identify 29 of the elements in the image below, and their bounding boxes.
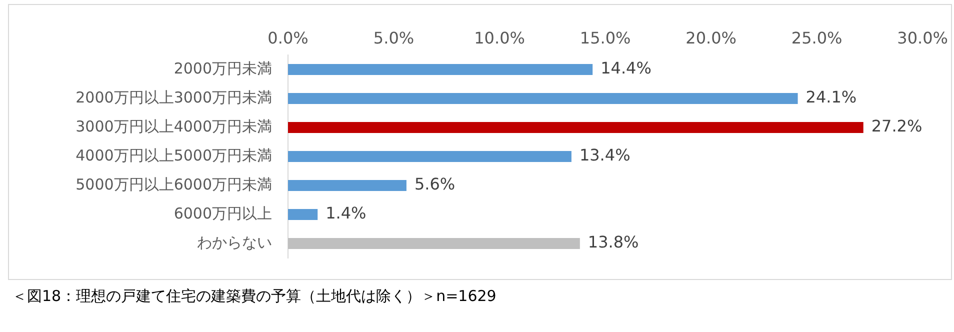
y-tick-label: 2000万円未満 bbox=[174, 59, 272, 78]
bar bbox=[288, 208, 318, 220]
x-tick-label: 5.0% bbox=[373, 28, 414, 48]
y-tick-label: 3000万円以上4000万円未満 bbox=[76, 117, 272, 136]
data-label: 5.6% bbox=[414, 174, 456, 194]
y-tick-label: 5000万円以上6000万円未満 bbox=[76, 175, 272, 194]
y-tick-label: 6000万円以上 bbox=[174, 204, 272, 222]
x-tick-label: 10.0% bbox=[474, 28, 525, 48]
data-label: 1.4% bbox=[326, 204, 366, 223]
data-label: 24.1% bbox=[806, 88, 857, 107]
text: ＜図18：理想の戸建て住宅の建築費の予算（土地代は除く）＞n=1629 bbox=[12, 287, 496, 306]
x-tick-label: 0.0% bbox=[268, 28, 308, 48]
x-tick-label: 25.0% bbox=[791, 28, 842, 48]
bar bbox=[288, 238, 580, 250]
data-label: 13.4% bbox=[579, 146, 630, 165]
bar bbox=[288, 92, 798, 104]
x-tick-label: 15.0% bbox=[580, 28, 631, 48]
data-label: 14.4% bbox=[600, 58, 652, 78]
x-tick-label: 20.0% bbox=[686, 28, 736, 48]
bar bbox=[288, 150, 572, 162]
bar bbox=[288, 64, 593, 76]
data-label: 13.8% bbox=[588, 232, 639, 252]
bar bbox=[288, 122, 864, 134]
data-label: 27.2% bbox=[871, 116, 922, 136]
y-tick-label: 2000万円以上3000万円未満 bbox=[76, 88, 272, 106]
bar bbox=[288, 180, 406, 192]
y-tick-label: わからない bbox=[197, 233, 272, 252]
x-tick-label: 30.0% bbox=[897, 28, 948, 48]
y-tick-label: 4000万円以上5000万円未満 bbox=[76, 146, 272, 164]
